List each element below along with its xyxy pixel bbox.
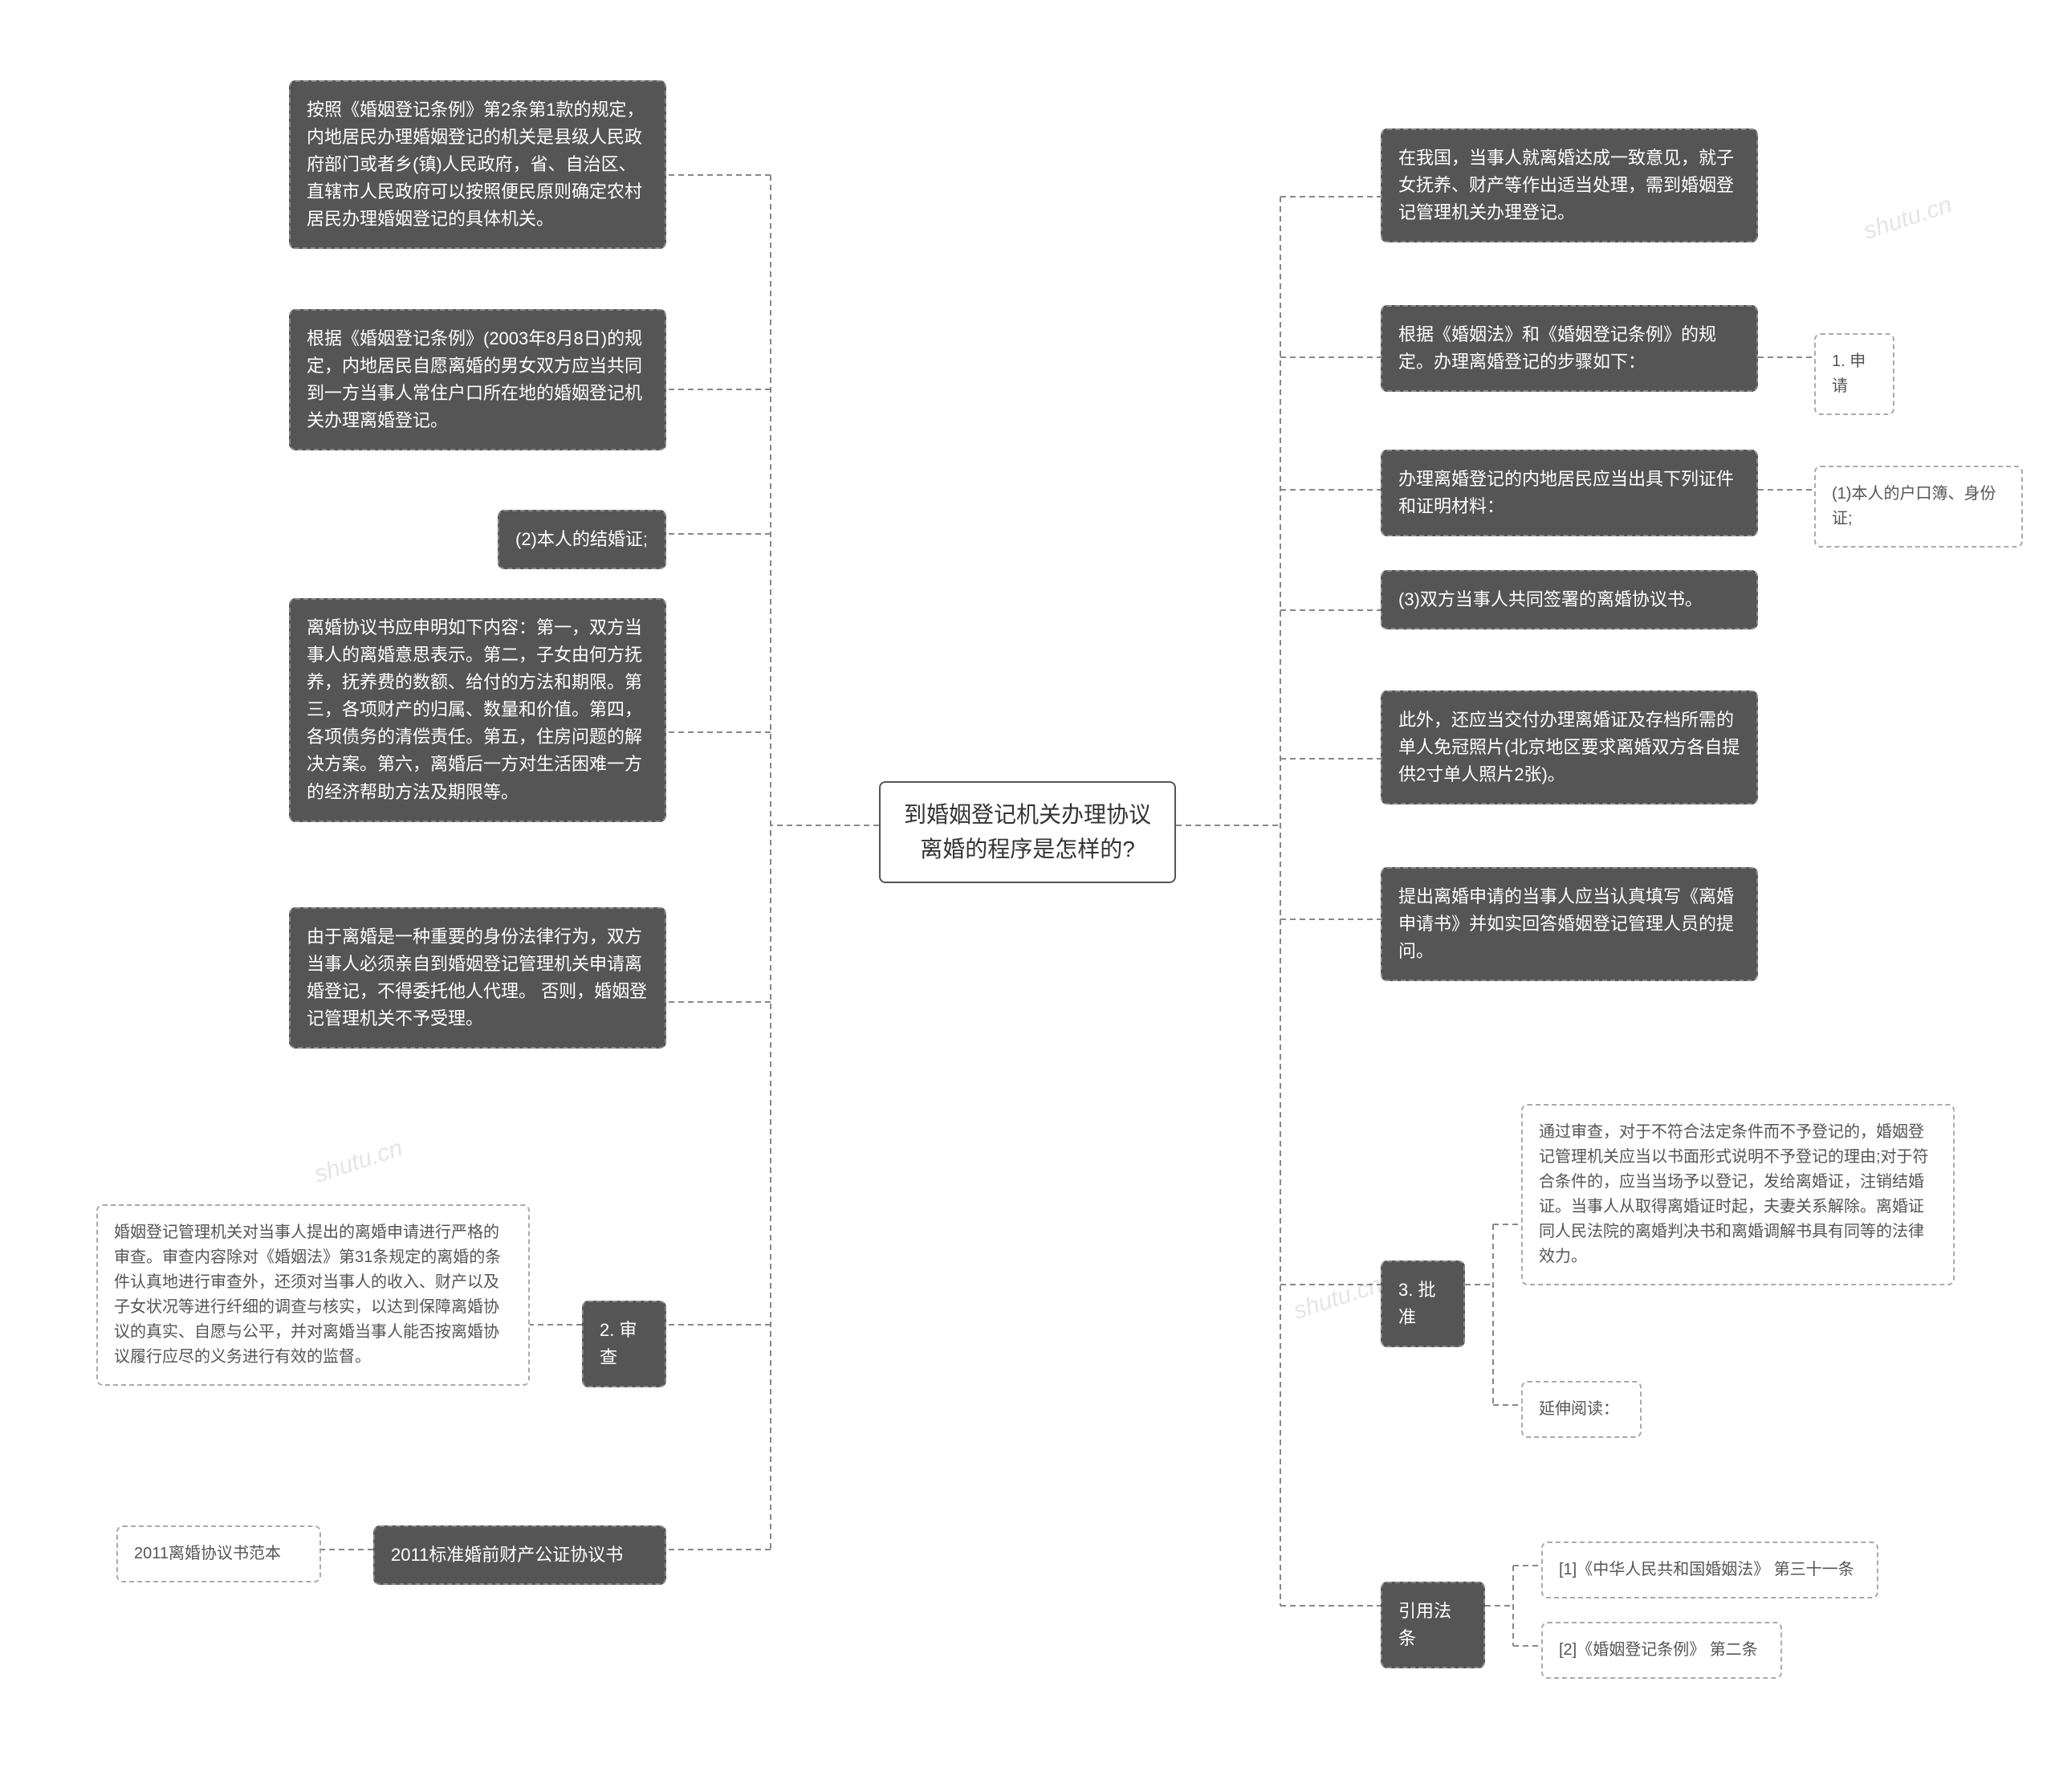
left-subnode[interactable]: 婚姻登记管理机关对当事人提出的离婚申请进行严格的审查。审查内容除对《婚姻法》第3… bbox=[96, 1204, 530, 1386]
node-text: (3)双方当事人共同签署的离婚协议书。 bbox=[1398, 589, 1703, 609]
right-node-approve[interactable]: 3. 批准 bbox=[1381, 1261, 1465, 1347]
watermark: shutu.cn bbox=[1291, 1271, 1386, 1325]
node-text: 根据《婚姻法》和《婚姻登记条例》的规定。办理离婚登记的步骤如下： bbox=[1398, 324, 1716, 372]
right-subnode[interactable]: 延伸阅读： bbox=[1521, 1381, 1642, 1438]
node-text: 引用法条 bbox=[1398, 1601, 1451, 1648]
node-text: 2011离婚协议书范本 bbox=[134, 1545, 281, 1562]
node-text: (1)本人的户口簿、身份证; bbox=[1832, 485, 1996, 527]
node-text: 按照《婚姻登记条例》第2条第1款的规定，内地居民办理婚姻登记的机关是县级人民政府… bbox=[307, 100, 644, 229]
root-label: 到婚姻登记机关办理协议离婚的程序是怎样的? bbox=[904, 802, 1151, 861]
left-node[interactable]: 离婚协议书应申明如下内容：第一，双方当事人的离婚意思表示。第二，子女由何方抚养，… bbox=[289, 598, 666, 822]
node-text: 通过审查，对于不符合法定条件而不予登记的，婚姻登记管理机关应当以书面形式说明不予… bbox=[1539, 1123, 1929, 1265]
node-text: 延伸阅读： bbox=[1539, 1400, 1619, 1418]
left-node[interactable]: 按照《婚姻登记条例》第2条第1款的规定，内地居民办理婚姻登记的机关是县级人民政府… bbox=[289, 80, 666, 249]
node-text: (2)本人的结婚证; bbox=[515, 529, 648, 549]
left-node[interactable]: 2011标准婚前财产公证协议书 bbox=[373, 1525, 666, 1585]
node-text: 2. 审查 bbox=[600, 1320, 637, 1367]
left-node[interactable]: 由于离婚是一种重要的身份法律行为，双方当事人必须亲自到婚姻登记管理机关申请离婚登… bbox=[289, 907, 666, 1049]
node-text: 此外，还应当交付办理离婚证及存档所需的单人免冠照片(北京地区要求离婚双方各自提供… bbox=[1398, 710, 1740, 784]
right-node[interactable]: 此外，还应当交付办理离婚证及存档所需的单人免冠照片(北京地区要求离婚双方各自提供… bbox=[1381, 690, 1758, 804]
node-text: [1]《中华人民共和国婚姻法》 第三十一条 bbox=[1559, 1561, 1854, 1578]
node-text: 提出离婚申请的当事人应当认真填写《离婚申请书》并如实回答婚姻登记管理人员的提问。 bbox=[1398, 886, 1734, 961]
right-subnode[interactable]: (1)本人的户口簿、身份证; bbox=[1814, 466, 2023, 548]
right-node[interactable]: 提出离婚申请的当事人应当认真填写《离婚申请书》并如实回答婚姻登记管理人员的提问。 bbox=[1381, 867, 1758, 981]
node-text: 在我国，当事人就离婚达成一致意见，就子女抚养、财产等作出适当处理，需到婚姻登记管… bbox=[1398, 148, 1734, 222]
watermark: shutu.cn bbox=[1861, 191, 1955, 245]
node-text: 办理离婚登记的内地居民应当出具下列证件和证明材料： bbox=[1398, 469, 1734, 516]
left-subnode[interactable]: 2011离婚协议书范本 bbox=[116, 1525, 321, 1582]
right-node[interactable]: 在我国，当事人就离婚达成一致意见，就子女抚养、财产等作出适当处理，需到婚姻登记管… bbox=[1381, 128, 1758, 242]
node-text: 离婚协议书应申明如下内容：第一，双方当事人的离婚意思表示。第二，子女由何方抚养，… bbox=[307, 617, 642, 802]
left-node[interactable]: 根据《婚姻登记条例》(2003年8月8日)的规定，内地居民自愿离婚的男女双方应当… bbox=[289, 309, 666, 450]
mindmap-canvas: shutu.cn shutu.cn shutu.cn bbox=[0, 0, 2055, 1792]
right-subnode[interactable]: [2]《婚姻登记条例》 第二条 bbox=[1541, 1622, 1782, 1679]
right-node[interactable]: (3)双方当事人共同签署的离婚协议书。 bbox=[1381, 570, 1758, 629]
left-node-check[interactable]: 2. 审查 bbox=[582, 1301, 666, 1387]
node-text: 婚姻登记管理机关对当事人提出的离婚申请进行严格的审查。审查内容除对《婚姻法》第3… bbox=[114, 1224, 501, 1366]
watermark: shutu.cn bbox=[311, 1134, 406, 1188]
right-node-cite[interactable]: 引用法条 bbox=[1381, 1582, 1485, 1668]
right-subnode[interactable]: 通过审查，对于不符合法定条件而不予登记的，婚姻登记管理机关应当以书面形式说明不予… bbox=[1521, 1104, 1955, 1285]
node-text: 根据《婚姻登记条例》(2003年8月8日)的规定，内地居民自愿离婚的男女双方应当… bbox=[307, 328, 642, 430]
node-text: [2]《婚姻登记条例》 第二条 bbox=[1559, 1641, 1758, 1659]
right-node[interactable]: 办理离婚登记的内地居民应当出具下列证件和证明材料： bbox=[1381, 450, 1758, 536]
right-subnode[interactable]: 1. 申请 bbox=[1814, 333, 1894, 415]
root-node[interactable]: 到婚姻登记机关办理协议离婚的程序是怎样的? bbox=[879, 781, 1176, 883]
right-node[interactable]: 根据《婚姻法》和《婚姻登记条例》的规定。办理离婚登记的步骤如下： bbox=[1381, 305, 1758, 392]
right-subnode[interactable]: [1]《中华人民共和国婚姻法》 第三十一条 bbox=[1541, 1542, 1878, 1599]
node-text: 1. 申请 bbox=[1832, 352, 1866, 395]
node-text: 3. 批准 bbox=[1398, 1280, 1435, 1327]
node-text: 2011标准婚前财产公证协议书 bbox=[391, 1545, 623, 1565]
left-node[interactable]: (2)本人的结婚证; bbox=[498, 510, 666, 569]
node-text: 由于离婚是一种重要的身份法律行为，双方当事人必须亲自到婚姻登记管理机关申请离婚登… bbox=[307, 927, 647, 1028]
